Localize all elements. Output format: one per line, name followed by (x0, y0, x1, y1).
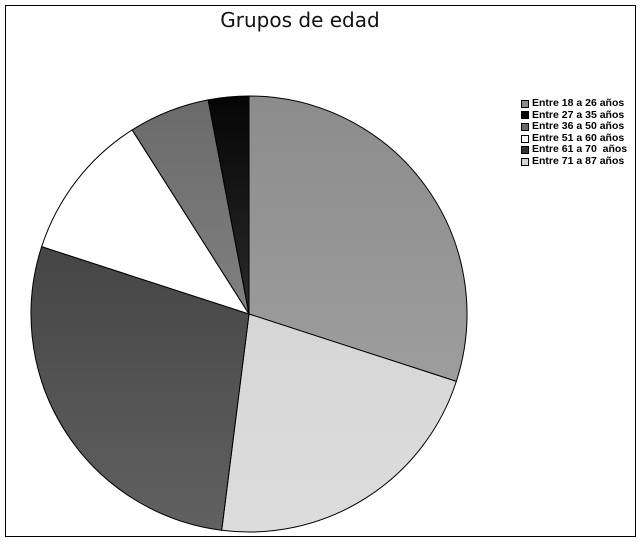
legend-label: Entre 18 a 26 años (532, 97, 625, 109)
legend-swatch (521, 146, 529, 155)
legend: Entre 18 a 26 años Entre 27 a 35 años Entr… (521, 97, 627, 168)
legend-label: Entre 61 a 70 años (532, 143, 628, 156)
legend-item: Entre 27 a 35 años (521, 108, 627, 122)
pie-slice-1 (248, 95, 468, 382)
legend-swatch (521, 111, 529, 120)
legend-swatch (521, 99, 529, 108)
legend-item: Entre 18 a 26 años (521, 97, 627, 110)
legend-swatch (521, 122, 529, 131)
pie-slice-2 (221, 313, 457, 533)
legend-item: Entre 71 a 87 años (521, 154, 627, 168)
legend-label: Entre 27 a 35 años (532, 108, 625, 121)
legend-label: Entre 71 a 87 años (532, 154, 625, 167)
legend-label: Entre 36 a 50 años (532, 120, 625, 133)
legend-item: Entre 61 a 70 años (521, 144, 627, 156)
legend-item: Entre 36 a 50 años (521, 121, 627, 133)
pie-slice-6 (207, 95, 250, 315)
legend-swatch (521, 134, 529, 143)
chart-title: Grupos de edad (220, 8, 380, 32)
pie-slice-3 (30, 246, 250, 531)
pie-slice-4 (41, 129, 251, 315)
legend-label: Entre 51 a 60 años (532, 131, 625, 144)
legend-item: Entre 51 a 60 años (521, 131, 627, 145)
legend-swatch (521, 157, 529, 166)
